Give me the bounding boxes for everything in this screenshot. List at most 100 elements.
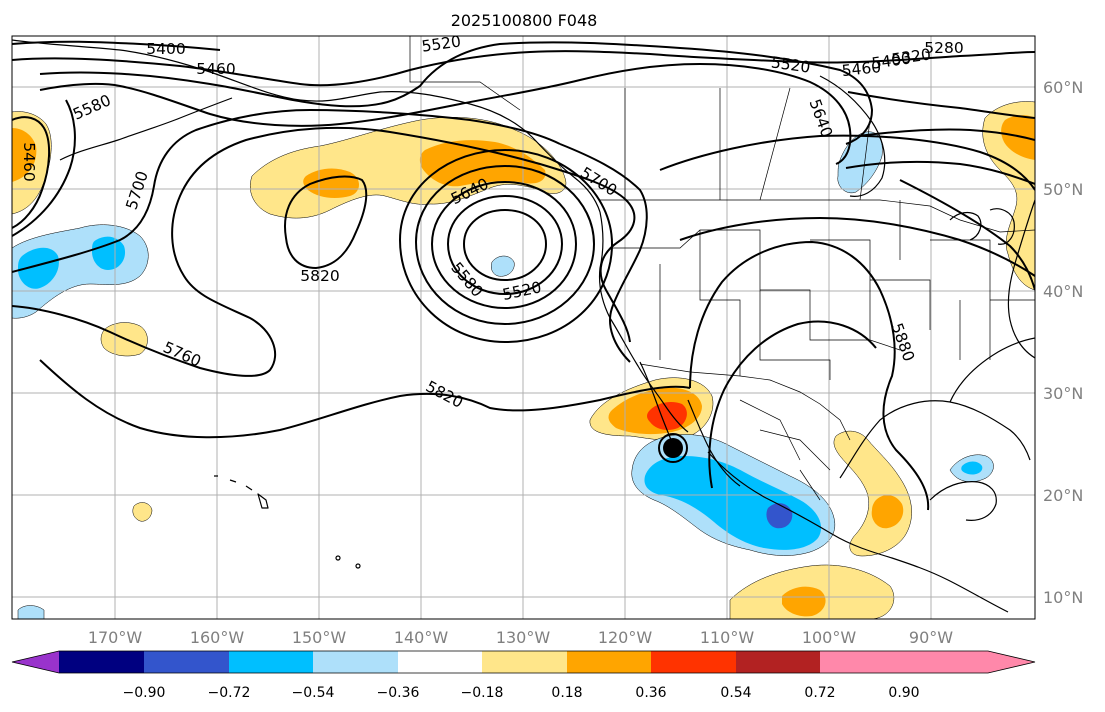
colorbar-tick-labels: −0.90 −0.72 −0.54 −0.36 −0.18 0.18 0.36 … xyxy=(123,685,920,701)
contour-5880-inner xyxy=(708,320,877,489)
lon-label-150w: 150°W xyxy=(292,628,347,647)
island-2 xyxy=(355,563,361,569)
lat-label-60: 60°N xyxy=(1043,78,1083,97)
colorbar-bin-10 xyxy=(820,651,904,673)
contour-label-20: 5880 xyxy=(887,321,917,364)
contour-label-4: 5280 xyxy=(924,39,963,57)
alaska-coast xyxy=(12,39,601,213)
contour-east-band-5 xyxy=(679,217,1035,277)
lat-label-20: 20°N xyxy=(1043,486,1083,505)
colorbar-bin-7 xyxy=(567,651,651,673)
contour-label-5: 5320 xyxy=(891,45,933,68)
contour-label-12: 5640 xyxy=(805,97,835,140)
mexico-states xyxy=(739,399,831,501)
low-ring-2 xyxy=(415,165,595,325)
colorbar-bin-3 xyxy=(229,651,313,673)
low-ring-4 xyxy=(447,195,563,295)
island-1 xyxy=(335,555,341,561)
positive-anomaly-baja-peak xyxy=(647,402,687,430)
negative-anomaly-gulf-small-core xyxy=(961,461,983,475)
lon-label-140w: 140°W xyxy=(394,628,449,647)
contour-5760 xyxy=(12,126,636,377)
mexico-pacific-coast xyxy=(707,451,1009,613)
positive-anomaly-central-america-core xyxy=(871,495,904,529)
figure-title: 2025100800 F048 xyxy=(451,11,598,30)
contour-labels: 5400 5460 5520 5280 5320 5400 5460 5520 … xyxy=(20,32,964,412)
negative-anomaly-west-core-2 xyxy=(92,236,126,270)
lon-label-170w: 170°W xyxy=(88,628,143,647)
contour-label-2: 5460 xyxy=(196,60,235,78)
yucatan xyxy=(929,481,997,521)
contour-5580-west xyxy=(12,99,76,237)
low-center-marker xyxy=(663,438,683,458)
positive-anomaly-east-edge-core xyxy=(1001,115,1035,160)
negative-anomaly-mexico-peak xyxy=(766,503,793,529)
lat-label-50: 50°N xyxy=(1043,180,1083,199)
lon-label-100w: 100°W xyxy=(802,628,857,647)
colorbar-tick-7: 0.36 xyxy=(635,685,666,701)
lat-label-30: 30°N xyxy=(1043,384,1083,403)
contour-5700 xyxy=(12,109,561,273)
coastlines xyxy=(12,39,1035,613)
contour-5580 xyxy=(39,63,852,165)
positive-anomaly-central-america xyxy=(833,430,912,557)
contour-5700-us xyxy=(559,143,648,363)
lon-label-130w: 130°W xyxy=(496,628,551,647)
colorbar-extend-high xyxy=(904,651,1035,673)
low-center-ring xyxy=(658,433,688,463)
low-ring-3 xyxy=(431,181,577,309)
colorbar-bin-2 xyxy=(144,651,229,673)
contour-label-19: 5520 xyxy=(501,278,543,304)
contour-label-1: 5400 xyxy=(146,40,185,58)
hudson-bay xyxy=(819,75,886,197)
positive-anomaly-west-edge-core xyxy=(12,128,37,182)
lon-label-160w: 160°W xyxy=(190,628,245,647)
lat-label-40: 40°N xyxy=(1043,282,1083,301)
lat-label-10: 10°N xyxy=(1043,588,1083,607)
contour-5820-gulf xyxy=(284,175,368,269)
colorbar-tick-4: −0.36 xyxy=(377,685,420,701)
map-frame xyxy=(11,35,1036,620)
colorbar-bin-5 xyxy=(398,651,482,673)
contour-east-band-2 xyxy=(857,128,1035,141)
colorbar: −0.90 −0.72 −0.54 −0.36 −0.18 0.18 0.36 … xyxy=(11,650,1036,701)
canada-provinces xyxy=(624,87,871,201)
lon-label-90w: 90°W xyxy=(909,628,953,647)
contour-east-band-1 xyxy=(847,91,1035,119)
colorbar-bin-8 xyxy=(651,651,736,673)
political-borders xyxy=(409,36,1035,501)
contour-label-3: 5520 xyxy=(421,32,463,55)
lon-label-120w: 120°W xyxy=(598,628,653,647)
positive-anomaly-south-core xyxy=(782,586,826,617)
us-canada-border xyxy=(600,199,1035,233)
colorbar-tick-3: −0.54 xyxy=(292,685,335,701)
latitude-labels: 60°N 50°N 40°N 30°N 20°N 10°N xyxy=(1043,78,1083,607)
low-ring-5 xyxy=(463,209,547,281)
colorbar-extend-low xyxy=(12,651,59,673)
contour-5820 xyxy=(39,359,691,439)
colorbar-outline xyxy=(11,650,1036,674)
us-states xyxy=(612,200,1035,380)
east-coast xyxy=(1007,199,1035,359)
us-mexico-border xyxy=(639,363,851,441)
contour-east-band-6 xyxy=(899,179,1035,291)
colorbar-tick-1: −0.90 xyxy=(123,685,166,701)
height-contours xyxy=(12,40,1035,511)
contour-label-8: 5520 xyxy=(770,53,812,76)
colorbar-bin-1 xyxy=(59,651,144,673)
contour-label-14: 5760 xyxy=(160,338,203,370)
map-panel: 5400 5460 5520 5280 5320 5400 5460 5520 … xyxy=(12,32,1035,619)
gulf-of-mexico-coast xyxy=(839,337,1035,479)
colorbar-bin-4 xyxy=(313,651,398,673)
negative-anomaly-hudson xyxy=(837,131,883,194)
contour-label-18: 5580 xyxy=(447,259,486,301)
contour-5520 xyxy=(39,41,873,145)
positive-anomaly-gulf-alaska-core xyxy=(419,140,546,187)
contour-label-10: 5460 xyxy=(20,142,38,181)
longitude-labels: 170°W 160°W 150°W 140°W 130°W 120°W 110°… xyxy=(88,628,953,647)
contour-label-6: 5400 xyxy=(871,49,913,72)
colorbar-tick-9: 0.72 xyxy=(804,685,835,701)
colorbar-tick-6: 0.18 xyxy=(551,685,582,701)
contour-5880 xyxy=(689,241,930,511)
